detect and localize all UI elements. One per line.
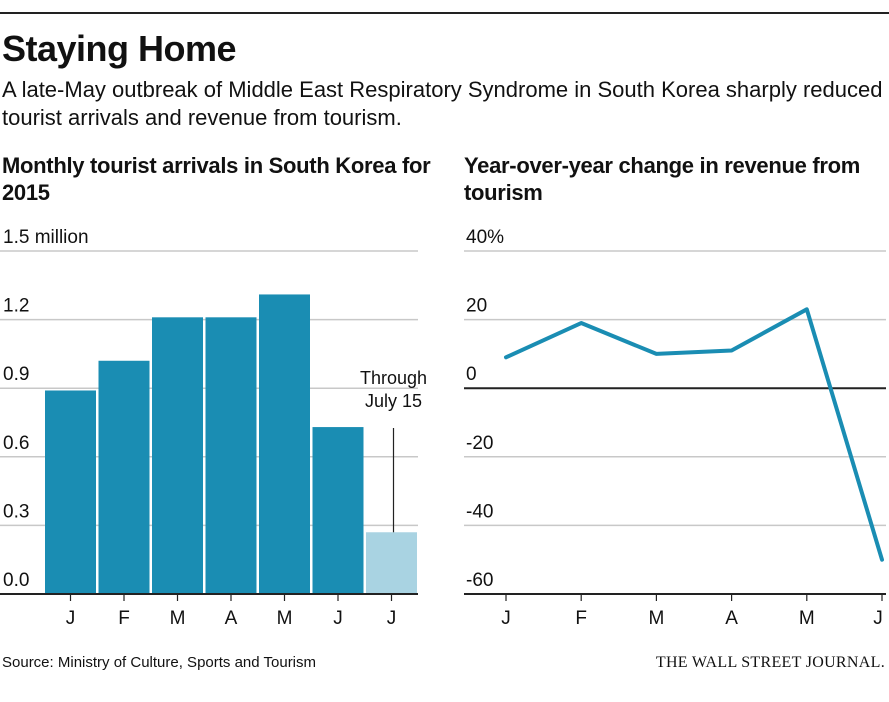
bar-chart: 0.0 0.3 0.6 0.9 1.2 1.5 million J F M A M J J Through…: [0, 227, 427, 629]
line-xtick-label: M: [799, 608, 815, 629]
publisher-logo: THE WALL STREET JOURNAL.: [655, 654, 885, 671]
bar-xtick-label: M: [277, 608, 293, 629]
bar-ytick-label: 0.6: [3, 433, 29, 454]
bar-ytick-label: 1.2: [3, 296, 29, 317]
line-ytick-label: 20: [466, 296, 487, 317]
annotation-text: Through: [360, 368, 427, 388]
bar: [98, 360, 150, 594]
top-rule: [0, 12, 889, 14]
page-subtitle: A late-May outbreak of Middle East Respi…: [2, 77, 883, 130]
bar: [312, 427, 364, 594]
bar-ytick-label: 0.9: [3, 364, 29, 385]
line-ytick-label: -60: [466, 570, 493, 591]
bar: [205, 317, 257, 594]
bar: [45, 390, 96, 594]
line-ytick-label: -40: [466, 501, 493, 522]
bar-xtick-label: J: [333, 608, 343, 629]
bar: [259, 294, 310, 594]
bar-xtick-label: M: [170, 608, 186, 629]
bar: [366, 532, 417, 594]
bar-xtick-label: A: [225, 608, 238, 629]
bar-ytick-label: 0.3: [3, 501, 29, 522]
bar-ytick-label: 0.0: [3, 570, 29, 591]
bar-chart-title: Monthly tourist arrivals in South Korea …: [2, 153, 431, 205]
annotation-text: July 15: [365, 391, 422, 411]
line-ytick-label: 40%: [466, 227, 504, 248]
line-ytick-label: 0: [466, 364, 477, 385]
line-xtick-label: F: [575, 608, 587, 629]
line-chart-title: Year-over-year change in revenue from to…: [464, 153, 861, 205]
bar-xtick-label: J: [387, 608, 397, 629]
bar-xtick-label: F: [118, 608, 130, 629]
line-xtick-label: J: [501, 608, 511, 629]
bar: [152, 317, 203, 594]
line-ytick-label: -20: [466, 433, 493, 454]
page-title: Staying Home: [2, 28, 237, 69]
line-xtick-label: M: [648, 608, 664, 629]
bar-xtick-label: J: [66, 608, 76, 629]
line-xtick-label: J: [873, 608, 883, 629]
bar-ytick-label: 1.5 million: [3, 227, 89, 248]
line-chart: -60 -40 -20 0 20 40% J F M A M J: [464, 227, 886, 629]
source-note: Source: Ministry of Culture, Sports and …: [2, 654, 317, 671]
revenue-line-series: [504, 307, 884, 562]
line-xtick-label: A: [725, 608, 738, 629]
